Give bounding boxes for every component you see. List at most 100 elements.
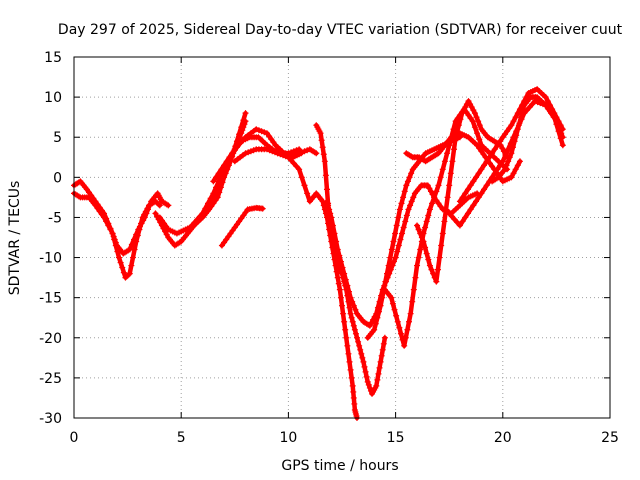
data-point [559,126,566,133]
data-point [553,121,560,128]
data-point [298,149,305,156]
data-point [478,166,485,173]
data-point [126,270,133,277]
data-point [491,170,498,177]
y-tick-label: -10 [39,251,62,267]
data-point [467,115,474,122]
data-point [473,198,479,205]
data-point [350,302,357,309]
data-point [331,230,338,237]
data-point [374,314,381,321]
data-point [158,217,165,224]
x-tick-labels: 0 5 10 15 20 25 [70,430,619,446]
data-point [339,302,345,309]
data-point [401,342,408,349]
data-point [427,188,434,195]
data-point [473,174,479,181]
data-point [351,326,358,333]
data-point [229,227,236,234]
data-point [392,254,399,261]
data-point [462,214,469,221]
data-point [263,146,270,153]
data-point [418,234,425,241]
data-point [226,154,233,161]
data-point [241,121,248,128]
data-point [199,210,206,217]
data-point [396,206,403,213]
data-point [393,312,400,319]
data-point [269,148,276,155]
data-point [266,147,273,154]
data-point [341,270,348,277]
data-point [489,163,496,170]
data-point [457,116,464,123]
data-point [296,166,303,173]
data-point [146,202,153,209]
data-point [393,222,400,229]
data-point [156,202,163,209]
data-point [442,206,449,213]
data-point [467,206,474,213]
data-point [426,185,433,192]
data-point [428,266,435,273]
data-point [410,286,417,293]
data-point [351,400,358,407]
data-point [429,200,436,207]
data-point [406,318,412,325]
data-point [481,162,488,169]
data-point [510,118,517,125]
data-point [242,209,249,216]
data-point [202,205,209,212]
data-point [439,166,446,173]
data-point [354,334,361,341]
data-point [508,174,515,181]
data-point [325,202,332,209]
x-tick-label: 5 [177,430,186,446]
data-point [313,150,320,157]
data-point [414,262,421,269]
data-point [497,138,504,145]
data-point [112,239,119,246]
data-point [422,244,429,251]
x-tick-label: 0 [70,430,79,446]
data-point [285,154,292,161]
data-point [375,308,382,315]
data-point [409,298,416,305]
data-point [242,118,249,125]
data-point [205,200,211,207]
data-point [345,350,352,357]
data-point [504,128,511,135]
data-point [415,254,422,261]
data-point [152,210,159,217]
data-point [435,182,442,189]
data-point [163,231,170,238]
data-point [346,358,353,365]
data-point [352,306,359,313]
data-point [96,208,103,215]
data-point [333,238,340,245]
data-point [404,326,411,333]
data-point [239,127,246,134]
data-point [403,212,410,219]
y-tick-labels: 15 10 5 0 -5 -10 -15 -20 -25 -30 [39,50,62,427]
data-point [431,194,438,201]
data-point [250,147,257,154]
data-point [390,238,397,245]
data-point [499,158,506,165]
data-point [116,254,123,261]
x-tick-label: 15 [387,430,405,446]
y-tick-label: 0 [53,170,62,186]
data-point [424,182,431,189]
data-point [290,152,297,159]
plot-frame [73,56,611,419]
data-point [397,236,404,243]
series-markers [364,134,463,341]
data-point [109,230,116,237]
series-line [153,110,248,248]
data-point [420,238,427,245]
data-point [240,212,247,219]
data-point [437,174,444,181]
data-point [231,224,238,231]
data-point [433,278,440,285]
data-point [352,330,359,337]
